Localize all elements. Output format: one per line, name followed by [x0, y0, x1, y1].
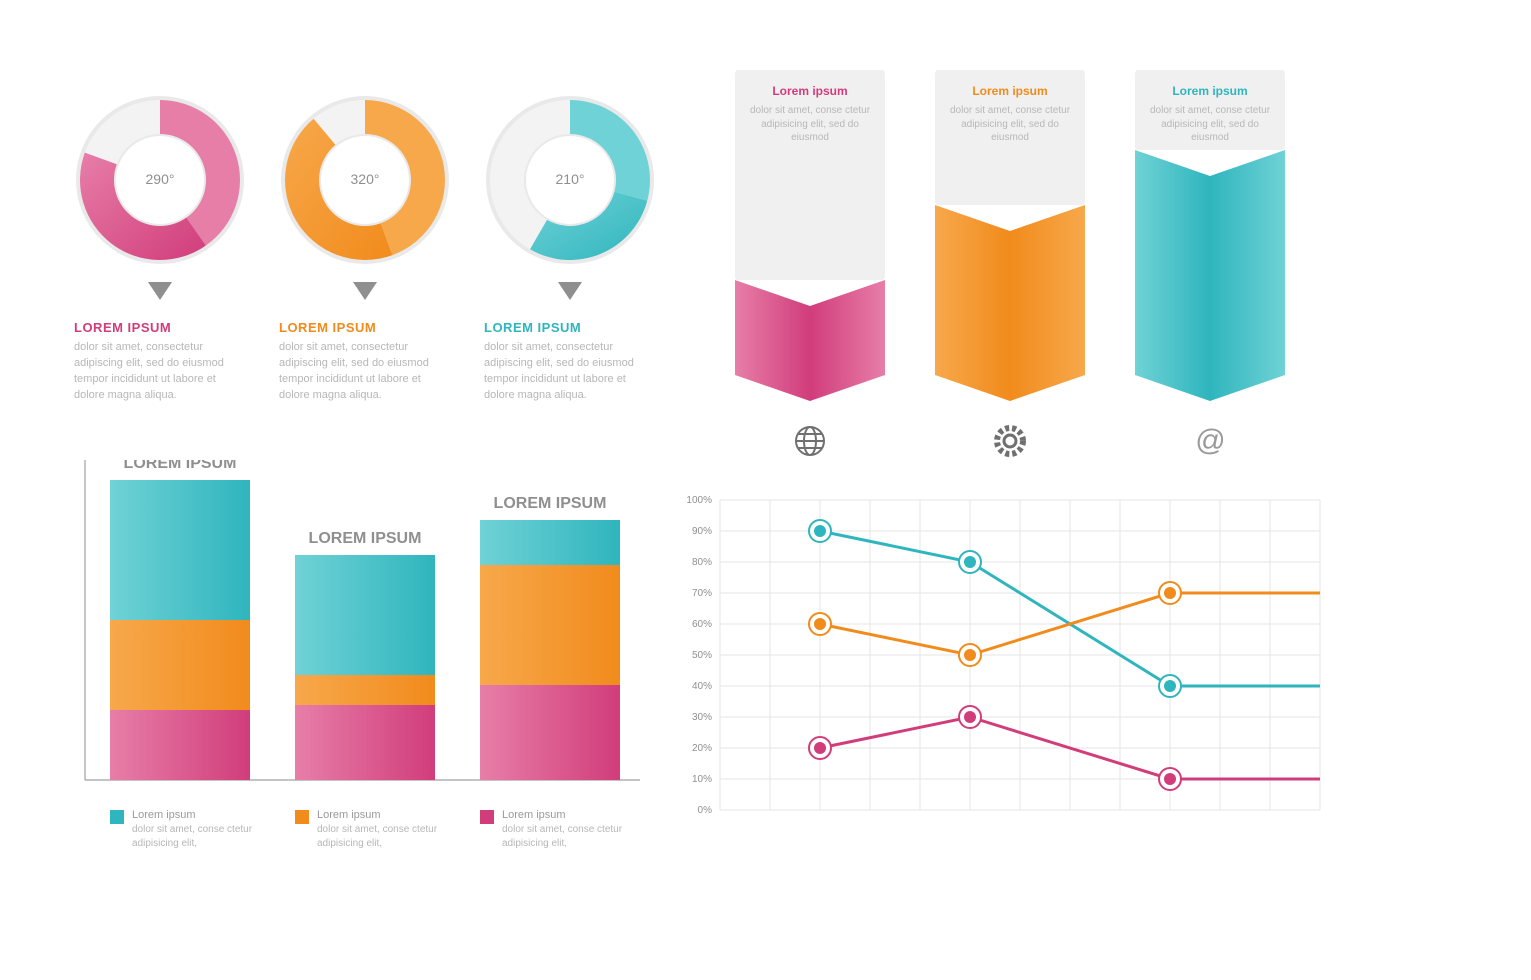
donut-label: 320° — [325, 171, 405, 187]
series-marker-core — [1164, 773, 1176, 785]
y-tick-label: 50% — [692, 650, 712, 661]
pillar-card: Lorem ipsum dolor sit amet, conse ctetur … — [735, 70, 885, 280]
series-marker-core — [964, 649, 976, 661]
pillar-title: Lorem ipsum — [947, 84, 1073, 98]
legend-swatch — [110, 810, 124, 824]
y-tick-label: 30% — [692, 712, 712, 723]
pillar-body: dolor sit amet, conse ctetur adipisicing… — [747, 104, 873, 145]
y-tick-label: 0% — [698, 805, 713, 816]
chevron-down-icon — [558, 282, 582, 300]
y-tick-label: 10% — [692, 774, 712, 785]
legend-title: Lorem ipsum — [317, 809, 381, 821]
series-marker-core — [814, 742, 826, 754]
bar-segment — [295, 675, 435, 705]
legend-title: Lorem ipsum — [502, 809, 566, 821]
line-chart: 0% 10% 20% 30% 40% 50% 60% 70% 80% 90% 100% — [670, 490, 1330, 820]
y-tick-label: 90% — [692, 526, 712, 537]
legend-body: dolor sit amet, conse ctetur adipisicing… — [502, 823, 642, 850]
y-tick-label: 100% — [686, 495, 712, 506]
y-tick-label: 80% — [692, 557, 712, 568]
series-marker-core — [814, 618, 826, 630]
bar-label: LOREM IPSUM — [494, 495, 607, 512]
pillar-shape — [935, 205, 1085, 405]
series-marker-core — [964, 556, 976, 568]
chevron-down-icon — [148, 282, 172, 300]
series-marker-core — [1164, 680, 1176, 692]
bar-segment — [480, 685, 620, 780]
bar-segment — [110, 620, 250, 710]
bar-segment — [110, 710, 250, 780]
chevron-down-icon — [353, 282, 377, 300]
pillar-shape — [735, 280, 885, 405]
globe-icon — [792, 423, 828, 459]
donut-title: LOREM IPSUM — [484, 320, 581, 335]
donut-body: dolor sit amet, consectetur adipiscing e… — [279, 340, 454, 404]
y-tick-label: 40% — [692, 681, 712, 692]
donut-label: 290° — [120, 171, 200, 187]
pillar-shape — [1135, 150, 1285, 405]
stacked-bar-chart: LOREM IPSUM LOREM IPSUM LOREM IPSUM — [75, 460, 650, 800]
bar-segment — [295, 705, 435, 780]
bar-label: LOREM IPSUM — [124, 460, 237, 472]
svg-text:@: @ — [1195, 424, 1225, 457]
bar-segment — [110, 480, 250, 620]
pillar-body: dolor sit amet, conse ctetur adipisicing… — [1147, 104, 1273, 145]
gear-icon — [992, 423, 1028, 459]
pillar-title: Lorem ipsum — [1147, 84, 1273, 98]
series-marker-core — [1164, 587, 1176, 599]
legend-title: Lorem ipsum — [132, 809, 196, 821]
series-marker-core — [964, 711, 976, 723]
y-tick-label: 60% — [692, 619, 712, 630]
at-icon: @ — [1192, 423, 1228, 459]
donut-title: LOREM IPSUM — [279, 320, 376, 335]
donut-body: dolor sit amet, consectetur adipiscing e… — [74, 340, 249, 404]
bar-segment — [295, 555, 435, 675]
bar-segment — [480, 565, 620, 685]
donut-body: dolor sit amet, consectetur adipiscing e… — [484, 340, 659, 404]
bar-segment — [480, 520, 620, 565]
pillar-card: Lorem ipsum dolor sit amet, conse ctetur … — [935, 70, 1085, 205]
series-marker-core — [814, 525, 826, 537]
legend-swatch — [480, 810, 494, 824]
legend-swatch — [295, 810, 309, 824]
pillar-card: Lorem ipsum dolor sit amet, conse ctetur … — [1135, 70, 1285, 150]
pillar-body: dolor sit amet, conse ctetur adipisicing… — [947, 104, 1073, 145]
legend-body: dolor sit amet, conse ctetur adipisicing… — [132, 823, 272, 850]
bar-label: LOREM IPSUM — [309, 530, 422, 547]
legend-body: dolor sit amet, conse ctetur adipisicing… — [317, 823, 457, 850]
y-tick-label: 70% — [692, 588, 712, 599]
pillar-title: Lorem ipsum — [747, 84, 873, 98]
donut-title: LOREM IPSUM — [74, 320, 171, 335]
y-tick-label: 20% — [692, 743, 712, 754]
donut-label: 210° — [530, 171, 610, 187]
